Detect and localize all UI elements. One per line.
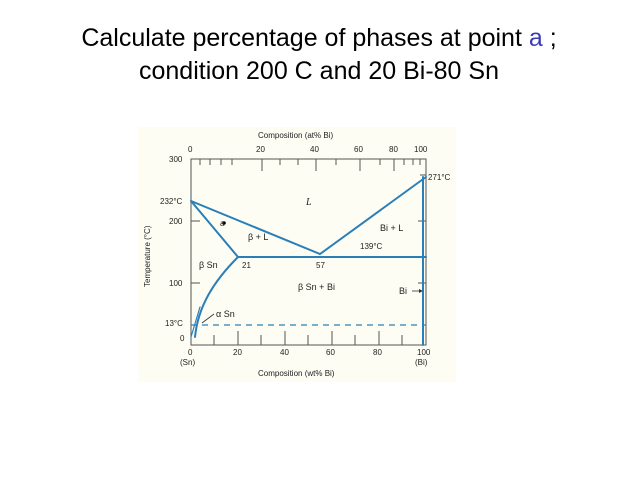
eutectic-temp-label: 139°C bbox=[360, 242, 383, 251]
y-tick-label: 300 bbox=[169, 155, 183, 164]
y-tick-label: 200 bbox=[169, 217, 183, 226]
beta-sn-solidus bbox=[190, 200, 239, 258]
bottom-tick-label: 100 bbox=[417, 348, 431, 357]
phase-bi-label: Bi bbox=[399, 286, 407, 296]
bottom-axis-ticks bbox=[213, 331, 403, 345]
top-tick-label: 100 bbox=[414, 145, 428, 154]
phase-alpha-sn-label: α Sn bbox=[216, 309, 235, 319]
bottom-end-sn: (Sn) bbox=[180, 358, 195, 367]
phase-liquid-label: L bbox=[305, 197, 312, 208]
y-axis-ticks bbox=[191, 158, 200, 284]
beta-sn-solvus bbox=[194, 256, 239, 338]
title-line-1-text: Calculate percentage of phases at point bbox=[81, 24, 529, 52]
point-a-marker bbox=[222, 221, 226, 225]
phase-beta-sn-label: β Sn bbox=[199, 260, 218, 270]
top-tick-label: 0 bbox=[188, 145, 193, 154]
liquidus-line bbox=[190, 176, 427, 256]
title-line-1: Calculate percentage of phases at point … bbox=[0, 22, 638, 55]
alpha-sn-boundary bbox=[190, 306, 201, 338]
top-tick-label: 40 bbox=[310, 145, 319, 154]
y-tick-label: 100 bbox=[169, 279, 183, 288]
y-axis-label: Temperature (°C) bbox=[143, 225, 152, 287]
top-axis-label: Composition (at% Bi) bbox=[258, 131, 333, 140]
slide-title: Calculate percentage of phases at point … bbox=[0, 22, 638, 88]
bottom-tick-label: 20 bbox=[233, 348, 242, 357]
bottom-tick-label: 80 bbox=[373, 348, 382, 357]
bottom-end-bi: (Bi) bbox=[415, 358, 428, 367]
point-a-label: a bbox=[220, 219, 225, 228]
bottom-tick-label: 40 bbox=[280, 348, 289, 357]
y-tick-label: 0 bbox=[180, 334, 185, 343]
bottom-tick-label: 0 bbox=[188, 348, 193, 357]
top-tick-label: 80 bbox=[389, 145, 398, 154]
top-tick-label: 20 bbox=[256, 145, 265, 154]
sn-solubility-label: 21 bbox=[242, 261, 251, 270]
phase-diagram: a Composition (at% Bi) Composition (wt% … bbox=[138, 127, 456, 382]
eutectic-composition-label: 57 bbox=[316, 261, 325, 270]
title-point-label: a bbox=[528, 24, 543, 52]
title-line-2: condition 200 C and 20 Bi-80 Sn bbox=[139, 57, 499, 85]
bi-pointer-arrow bbox=[419, 289, 423, 293]
phase-bi-l-label: Bi + L bbox=[380, 223, 403, 233]
bottom-axis-label: Composition (wt% Bi) bbox=[258, 369, 335, 378]
bottom-tick-label: 60 bbox=[326, 348, 335, 357]
sn-melt-temp-label: 232°C bbox=[160, 197, 183, 206]
top-axis-ticks bbox=[190, 159, 421, 171]
phase-beta-l-label: β + L bbox=[248, 232, 268, 242]
bi-melt-temp-label: 271°C bbox=[428, 173, 451, 182]
phase-beta-sn-bi-label: β Sn + Bi bbox=[298, 282, 335, 292]
alpha-sn-pointer-line bbox=[201, 313, 215, 324]
title-line-1-end: ; bbox=[542, 24, 557, 52]
top-tick-label: 60 bbox=[354, 145, 363, 154]
allotropic-temp-label: 13°C bbox=[165, 319, 183, 328]
phase-diagram-svg: a Composition (at% Bi) Composition (wt% … bbox=[143, 131, 451, 378]
